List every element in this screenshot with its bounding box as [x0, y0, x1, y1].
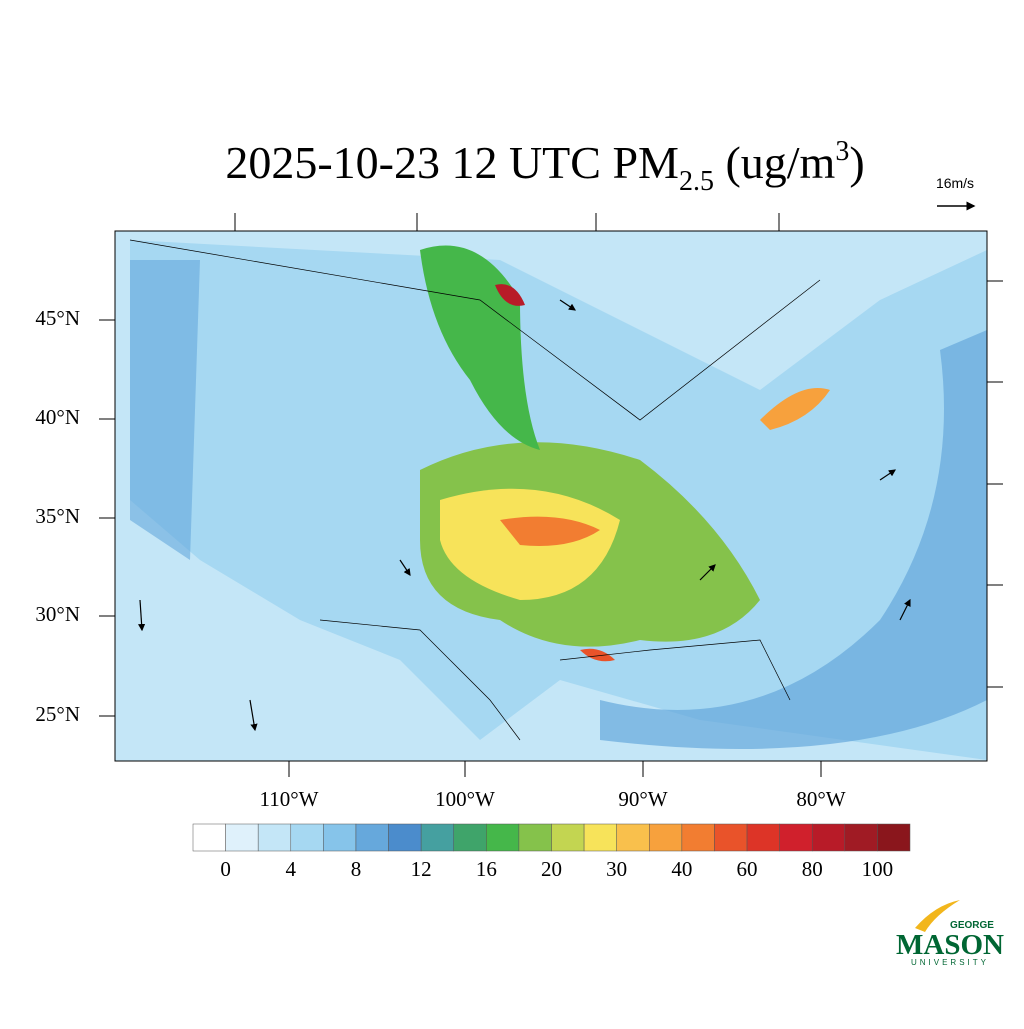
frame-ticks — [99, 213, 1003, 777]
colorbar-box — [518, 823, 552, 852]
colorbar-box — [486, 823, 520, 852]
map-area — [115, 231, 987, 761]
colorbar-tick-label: 4 — [286, 857, 297, 881]
colorbar-box — [649, 823, 683, 852]
lon-label: 100°W — [435, 787, 495, 811]
wind-vector — [879, 469, 896, 481]
colorbar-box — [779, 823, 813, 852]
map-frame — [114, 230, 988, 762]
colorbar-box — [844, 823, 878, 852]
colorbar-tick-label: 20 — [541, 857, 562, 881]
colorbar-box — [551, 823, 585, 852]
colorbar-box — [746, 823, 780, 852]
logo-bottom: UNIVERSITY — [911, 958, 989, 967]
colorbar-tick-label: 30 — [606, 857, 627, 881]
colorbar-box — [225, 823, 259, 852]
wind-vector — [699, 564, 716, 581]
wind-vector — [559, 299, 576, 311]
colorbar-box — [877, 823, 911, 852]
title-sup: 3 — [835, 136, 849, 167]
lat-label: 25°N — [35, 702, 80, 726]
vector-label: 16m/s — [936, 175, 974, 191]
colorbar-tick-label: 16 — [476, 857, 497, 881]
title: 2025-10-23 12 UTC PM2.5 (ug/m3) — [225, 136, 864, 197]
logo: GEORGE MASON UNIVERSITY — [896, 900, 1004, 967]
colorbar-box — [453, 823, 487, 852]
colorbar-box — [714, 823, 748, 852]
northeast-hotspot — [760, 388, 830, 430]
colorbar-tick-label: 80 — [802, 857, 823, 881]
colorbar: 0 4 8 12 16 20 30 40 60 80 100 — [192, 823, 911, 881]
title-sub: 2.5 — [679, 166, 714, 197]
north-hotspot — [495, 284, 525, 306]
colorbar-box — [257, 823, 292, 852]
colorbar-tick-label: 100 — [862, 857, 894, 881]
colorbar-box — [290, 823, 324, 852]
logo-top: GEORGE — [950, 920, 994, 931]
axis-labels: 45°N 40°N 35°N 30°N 25°N 110°W 100°W 90°W 80°W — [35, 306, 845, 811]
colorbar-tick-label: 12 — [411, 857, 432, 881]
colorbar-box — [811, 823, 846, 852]
lon-label: 110°W — [260, 787, 319, 811]
lat-label: 35°N — [35, 504, 80, 528]
colorbar-tick-label: 8 — [351, 857, 362, 881]
lat-label: 30°N — [35, 602, 80, 626]
wind-vector — [249, 699, 258, 732]
colorbar-tick-label: 40 — [671, 857, 692, 881]
border — [129, 239, 821, 421]
colorbar-box — [388, 823, 422, 852]
lat-label: 45°N — [35, 306, 80, 330]
logo-main: MASON — [896, 929, 1004, 961]
wind-vector — [399, 559, 411, 576]
title-end: ) — [849, 137, 864, 188]
colorbar-tick-label: 60 — [737, 857, 758, 881]
title-main: 2025-10-23 12 UTC PM — [225, 137, 679, 188]
lon-label: 90°W — [618, 787, 667, 811]
colorbar-box — [583, 823, 617, 852]
central-hotspot — [500, 516, 600, 546]
colorbar-box — [420, 823, 454, 852]
gulf-hotspot — [580, 648, 615, 662]
wind-vector — [899, 598, 911, 621]
wind-vector — [138, 599, 146, 632]
colorbar-box — [681, 823, 715, 852]
colorbar-box — [192, 823, 226, 852]
plume-atlantic — [600, 330, 987, 749]
west-coast-band — [130, 260, 200, 560]
colorbar-tick-label: 0 — [220, 857, 231, 881]
colorbar-box — [323, 823, 357, 852]
coastline — [319, 619, 791, 741]
lon-label: 80°W — [796, 787, 845, 811]
colorbar-box — [355, 823, 389, 852]
title-mid: (ug/m — [714, 137, 836, 188]
wind-vectors — [138, 299, 911, 732]
lat-label: 40°N — [35, 405, 80, 429]
colorbar-box — [616, 823, 650, 852]
